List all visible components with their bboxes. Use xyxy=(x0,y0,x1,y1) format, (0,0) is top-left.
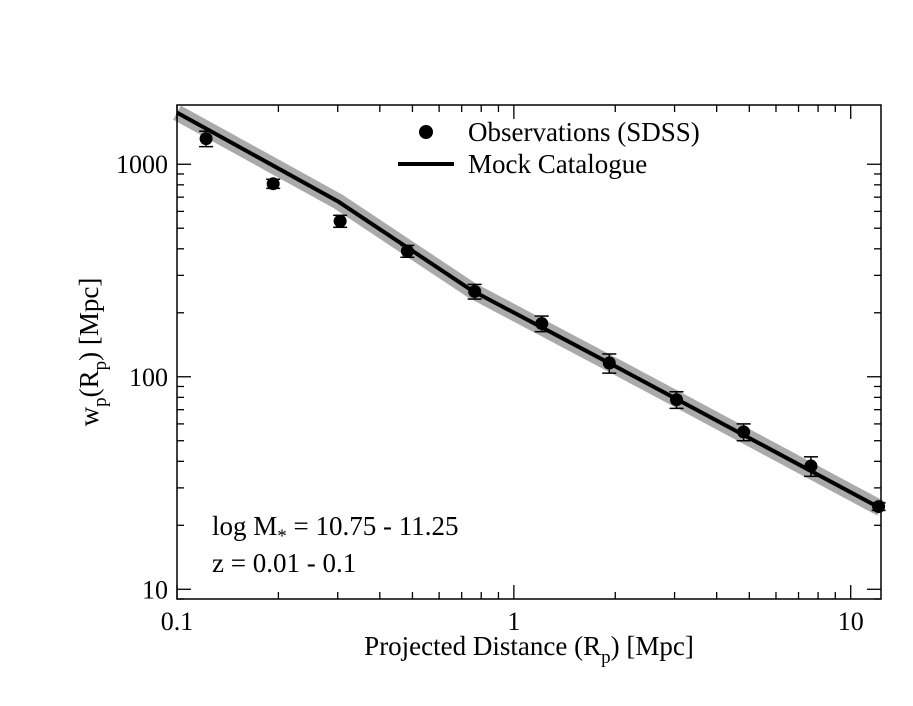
observation-point xyxy=(400,244,414,258)
observation-point xyxy=(737,425,751,439)
observation-point xyxy=(468,284,482,298)
y-axis-label: wp(Rp) [Mpc] xyxy=(74,278,111,427)
observation-point xyxy=(804,459,818,473)
y-tick-label: 100 xyxy=(129,363,168,392)
x-tick-label: 0.1 xyxy=(161,607,194,636)
legend-label-mock: Mock Catalogue xyxy=(468,149,647,179)
x-tick-label: 1 xyxy=(507,607,520,636)
annotation-redshift-range: z = 0.01 - 0.1 xyxy=(212,548,356,578)
observation-point xyxy=(872,500,886,514)
legend-marker-observations xyxy=(419,125,433,139)
tick-labels: 0.1 1 10 10 100 1000 xyxy=(116,150,864,636)
plot-frame xyxy=(176,104,882,600)
observation-point xyxy=(333,214,347,228)
observation-point xyxy=(535,317,549,331)
observation-point xyxy=(670,393,684,407)
x-axis-label: Projected Distance (Rp) [Mpc] xyxy=(364,631,694,668)
annotation-mass-range: log M* = 10.75 - 11.25 xyxy=(212,511,458,547)
observation-point xyxy=(266,177,280,191)
y-tick-label: 10 xyxy=(142,575,168,604)
observation-point xyxy=(199,132,213,146)
x-tick-label: 10 xyxy=(838,607,864,636)
axis-ticks xyxy=(176,105,881,600)
legend-label-observations: Observations (SDSS) xyxy=(468,117,700,147)
legend: Observations (SDSS) Mock Catalogue xyxy=(398,117,700,179)
observation-point xyxy=(602,356,616,370)
y-tick-label: 1000 xyxy=(116,150,168,179)
observation-points xyxy=(199,130,886,514)
